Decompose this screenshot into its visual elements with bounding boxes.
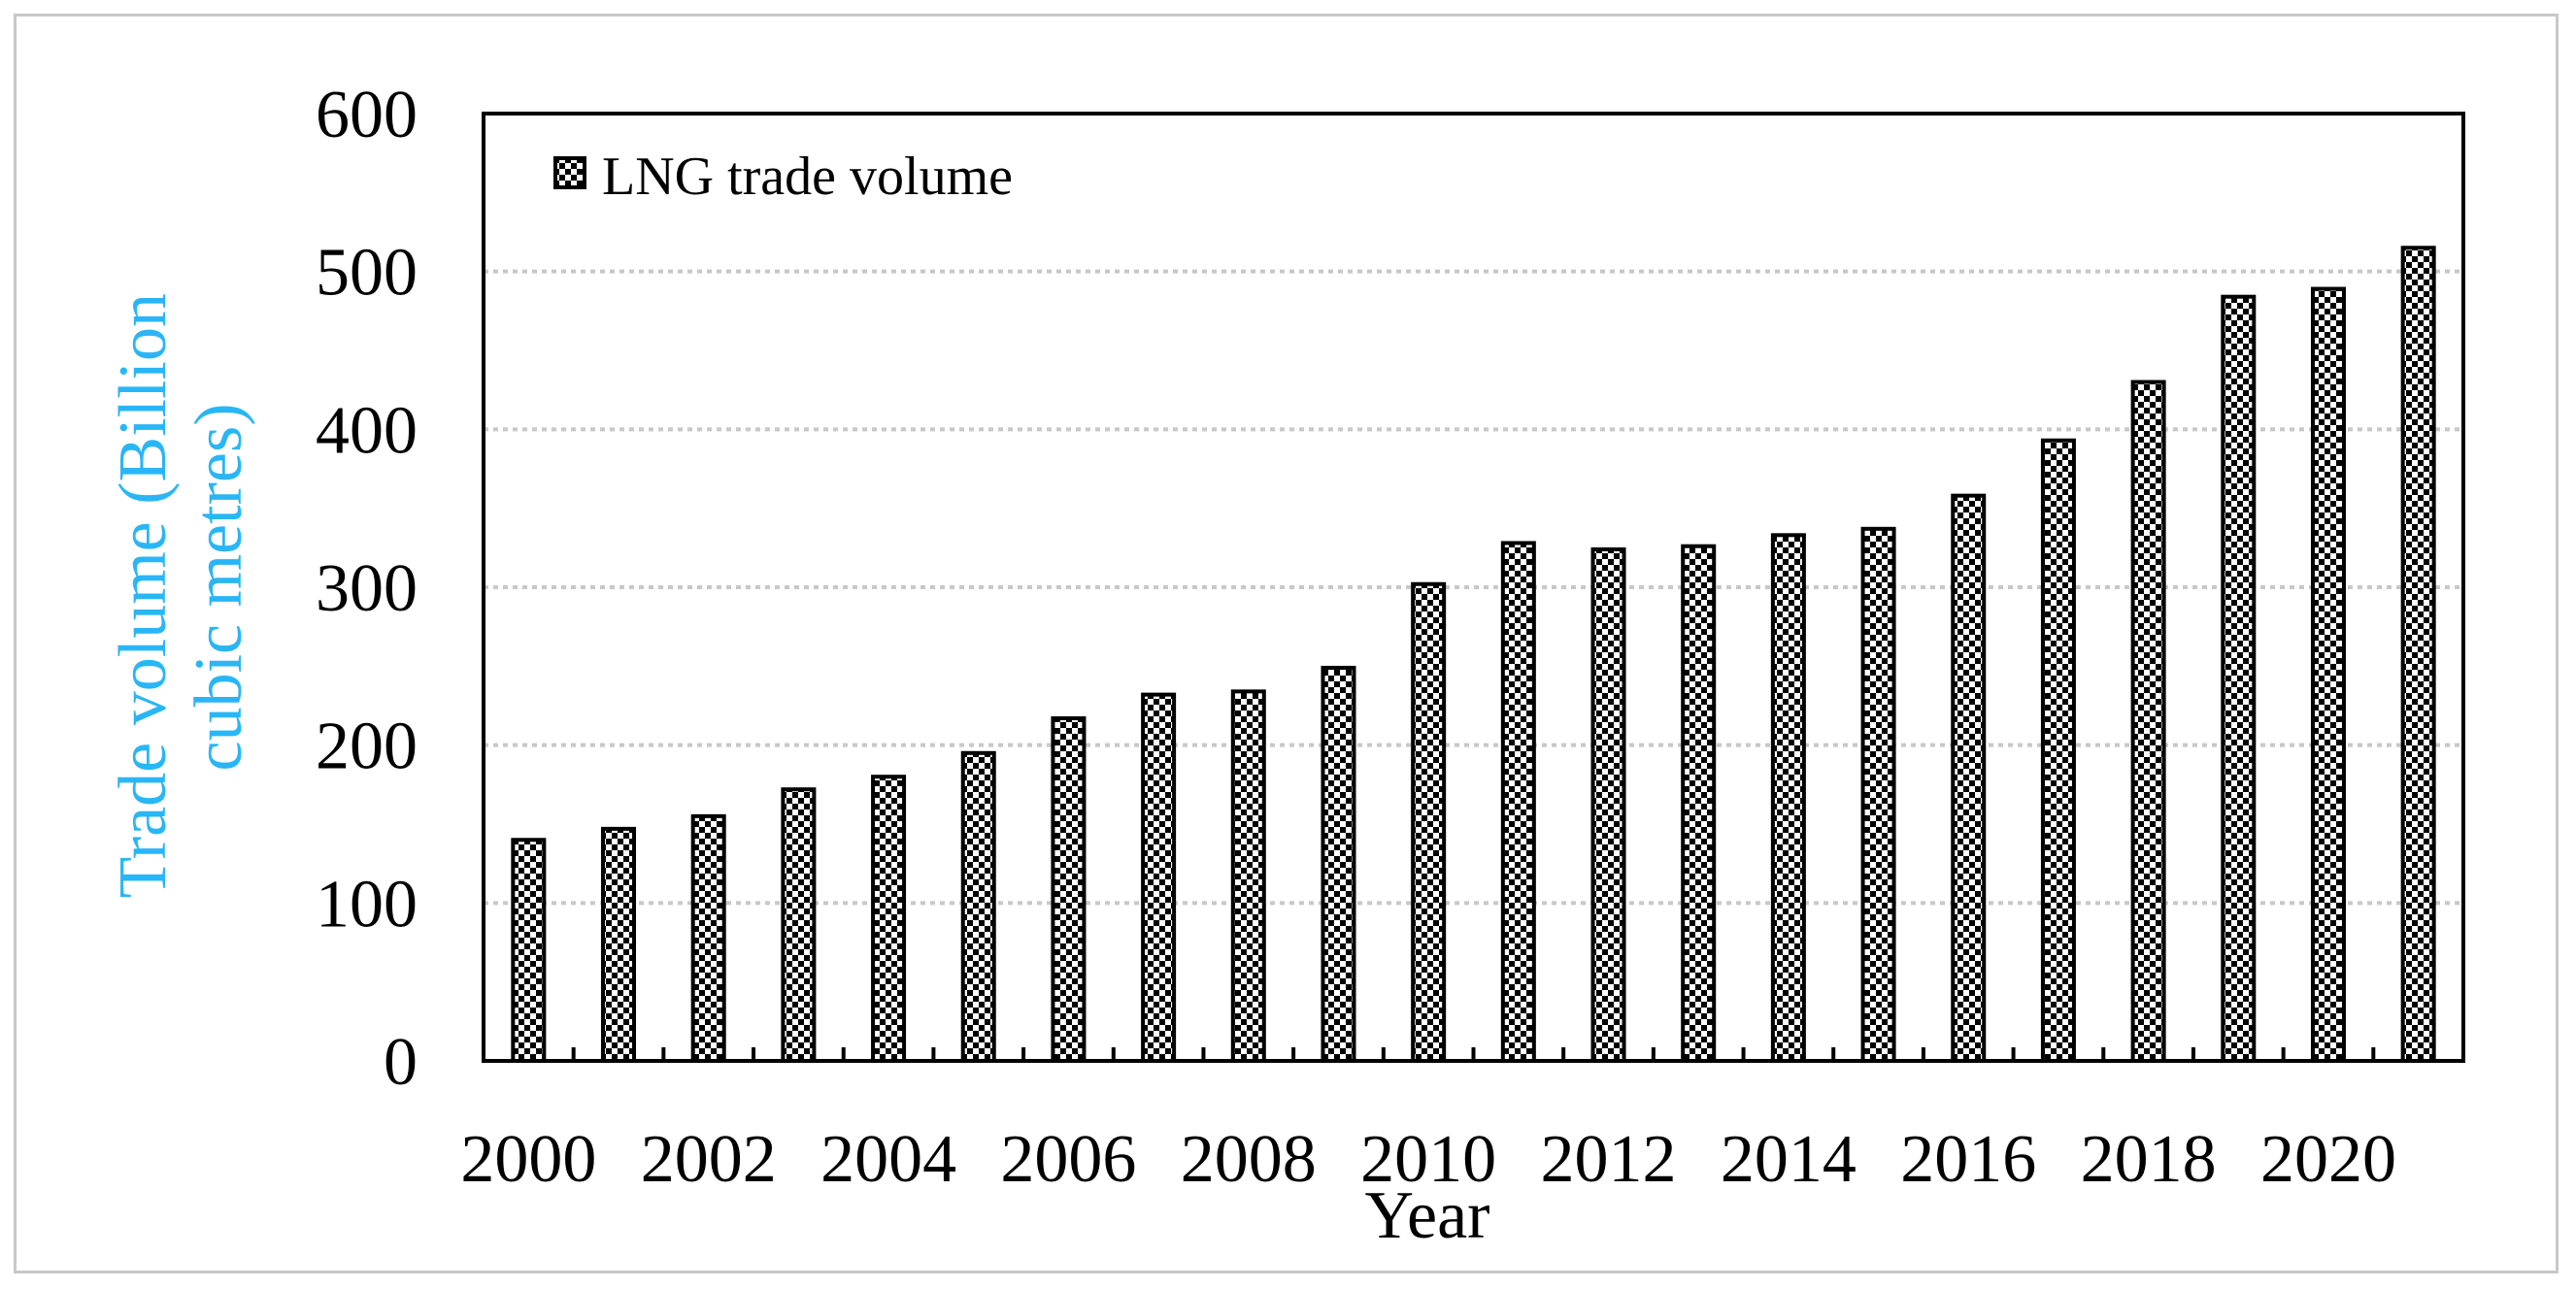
x-tick-label-2012: 2012 xyxy=(1541,1122,1677,1197)
bar-2013 xyxy=(1681,544,1717,1063)
bar-2019 xyxy=(2221,294,2257,1063)
bars xyxy=(511,246,2436,1064)
y-tick-labels: 0 100 200 300 400 500 600 xyxy=(316,78,418,1100)
x-tick-label-2008: 2008 xyxy=(1181,1122,1317,1197)
bar-2016 xyxy=(1951,493,1987,1063)
y-axis-label: Trade volume (Billion cubic metres) xyxy=(106,276,256,898)
x-tick-label-2004: 2004 xyxy=(820,1122,956,1197)
bar-2018 xyxy=(2130,380,2166,1063)
bar-2000 xyxy=(511,838,547,1063)
x-tick-label-2020: 2020 xyxy=(2260,1122,2396,1197)
x-tick-label-2010: 2010 xyxy=(1360,1122,1496,1197)
bar-2012 xyxy=(1590,546,1626,1063)
legend: LNG trade volume xyxy=(553,147,1013,207)
x-tick-label-2002: 2002 xyxy=(641,1122,777,1197)
bar-2010 xyxy=(1411,581,1447,1063)
x-tick-label-2018: 2018 xyxy=(2081,1122,2217,1197)
bar-2005 xyxy=(960,750,996,1063)
y-axis-label-line-1: Trade volume (Billion xyxy=(106,293,181,899)
y-tick-label-400: 400 xyxy=(316,393,418,468)
bar-2021 xyxy=(2400,246,2436,1063)
axes xyxy=(482,112,2465,1063)
bar-2002 xyxy=(690,813,726,1063)
bar-2006 xyxy=(1051,716,1087,1063)
bar-2007 xyxy=(1141,692,1177,1063)
bar-2003 xyxy=(781,787,817,1063)
bar-2011 xyxy=(1500,541,1536,1063)
bar-2008 xyxy=(1230,689,1266,1063)
legend-label: LNG trade volume xyxy=(602,147,1013,207)
y-tick-label-200: 200 xyxy=(316,710,418,784)
bar-2017 xyxy=(2040,438,2076,1064)
bar-2004 xyxy=(871,775,907,1063)
y-tick-label-600: 600 xyxy=(316,78,418,152)
x-tick-label-2006: 2006 xyxy=(1000,1122,1136,1197)
x-tick-labels: 2000 2002 2004 2006 2008 2010 2012 2014 2016 2018… xyxy=(460,1122,2396,1197)
bar-2015 xyxy=(1860,526,1896,1063)
x-tick-label-2014: 2014 xyxy=(1721,1122,1857,1197)
bar-2014 xyxy=(1770,533,1806,1063)
x-tick-label-2000: 2000 xyxy=(460,1122,596,1197)
y-tick-label-100: 100 xyxy=(316,867,418,942)
x-tick-label-2016: 2016 xyxy=(1900,1122,2036,1197)
y-axis-label-line-2: cubic metres) xyxy=(182,404,256,772)
legend-swatch xyxy=(553,156,586,189)
bar-2020 xyxy=(2310,286,2346,1063)
gridlines xyxy=(484,269,2463,906)
bar-2009 xyxy=(1321,665,1356,1064)
y-tick-label-300: 300 xyxy=(316,551,418,626)
y-tick-label-0: 0 xyxy=(384,1025,418,1100)
y-tick-label-500: 500 xyxy=(316,236,418,311)
bar-2001 xyxy=(601,826,637,1063)
x-axis-label: Year xyxy=(1365,1178,1490,1253)
